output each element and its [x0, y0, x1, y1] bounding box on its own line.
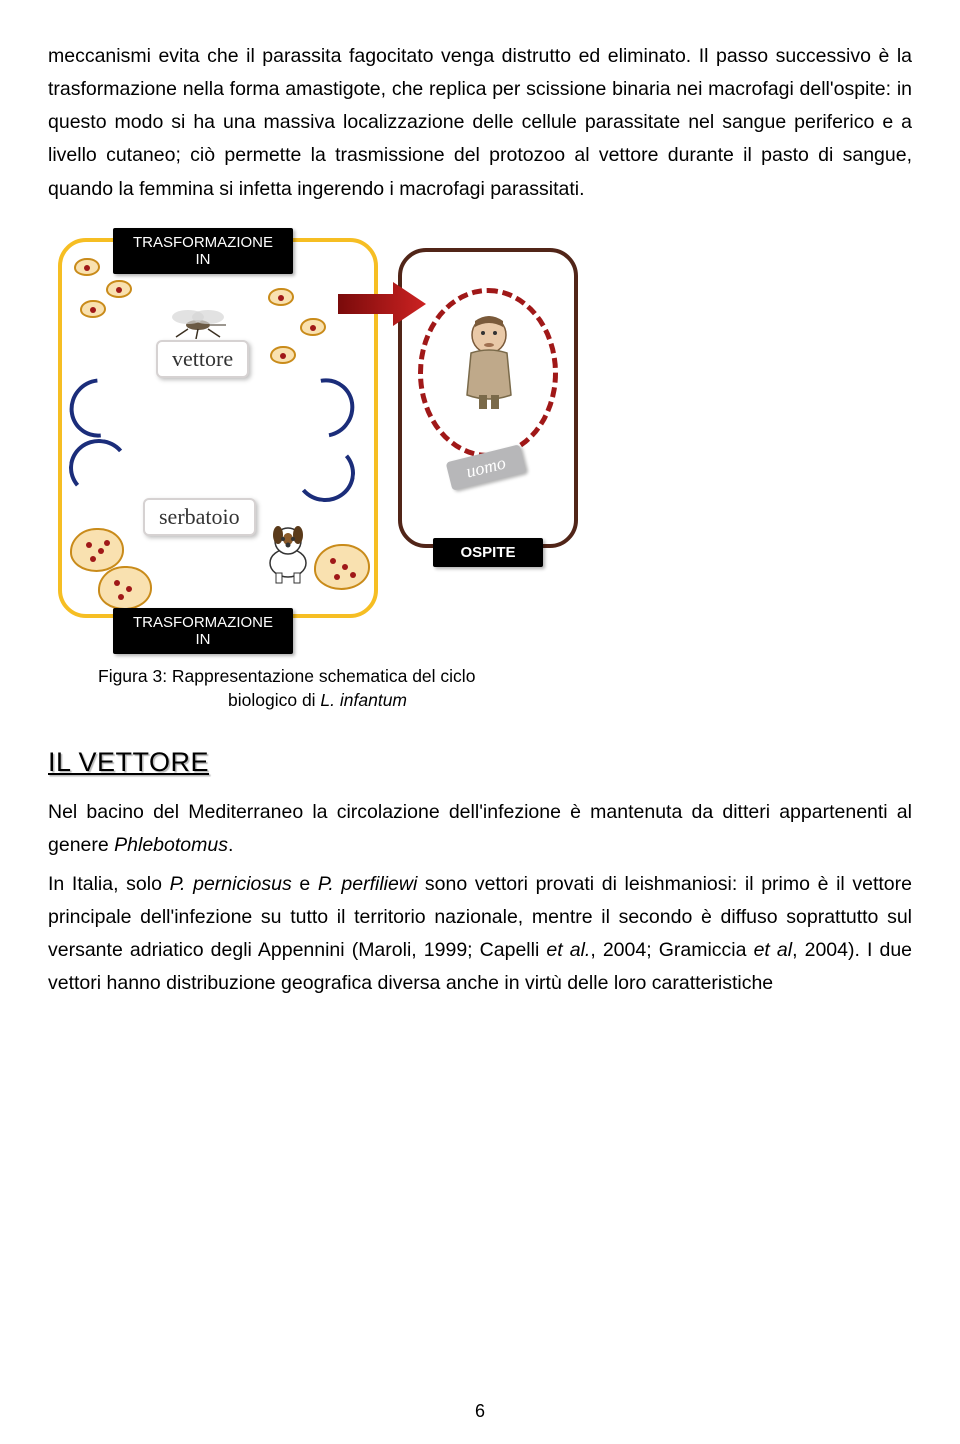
text: In Italia, solo — [48, 873, 170, 895]
label-transformation-top: TRASFORMAZIONE IN — [113, 228, 293, 275]
label-transformation-bottom: TRASFORMAZIONE IN — [113, 608, 293, 655]
figure-caption: Figura 3: Rappresentazione schematica de… — [98, 664, 518, 713]
label-vettore: vettore — [156, 340, 249, 378]
text: , 2004; Gramiccia — [590, 939, 753, 961]
promastigote-icon — [74, 258, 100, 276]
lifecycle-diagram: TRASFORMAZIONE IN TRASFORMAZIONE IN OSPI… — [48, 228, 588, 648]
label-ospite: OSPITE — [433, 538, 543, 567]
amastigote-cell-icon — [70, 528, 124, 572]
amastigote-cell-icon — [98, 566, 152, 610]
figure-3: TRASFORMAZIONE IN TRASFORMAZIONE IN OSPI… — [48, 228, 588, 713]
mosquito-icon — [168, 303, 228, 339]
promastigote-icon — [80, 300, 106, 318]
paragraph-intro: meccanismi evita che il parassita fagoci… — [48, 40, 912, 206]
promastigote-icon — [270, 346, 296, 364]
genus-phlebotomus: Phlebotomus — [114, 834, 228, 856]
caption-line2-a: biologico di — [228, 690, 320, 710]
promastigote-icon — [106, 280, 132, 298]
paragraph-vettore-2: In Italia, solo P. perniciosus e P. perf… — [48, 868, 912, 1001]
label-serbatoio: serbatoio — [143, 498, 256, 536]
caption-species: L. infantum — [320, 690, 407, 710]
text: e — [292, 873, 318, 895]
species-perfiliewi: P. perfiliewi — [318, 873, 417, 895]
caption-line1: Figura 3: Rappresentazione schematica de… — [98, 666, 475, 686]
species-perniciosus: P. perniciosus — [170, 873, 292, 895]
paragraph-vettore-1: Nel bacino del Mediterraneo la circolazi… — [48, 796, 912, 862]
et-al: et al. — [546, 939, 590, 961]
heading-il-vettore: IL VETTORE — [48, 747, 912, 778]
promastigote-icon — [268, 288, 294, 306]
amastigote-cell-icon — [314, 544, 370, 590]
promastigote-icon — [300, 318, 326, 336]
page-number: 6 — [0, 1401, 960, 1422]
text: . — [228, 834, 233, 856]
man-icon — [453, 313, 525, 413]
infection-arrow-icon — [338, 276, 428, 336]
et-al: et al — [754, 939, 793, 961]
dog-icon — [258, 523, 318, 585]
